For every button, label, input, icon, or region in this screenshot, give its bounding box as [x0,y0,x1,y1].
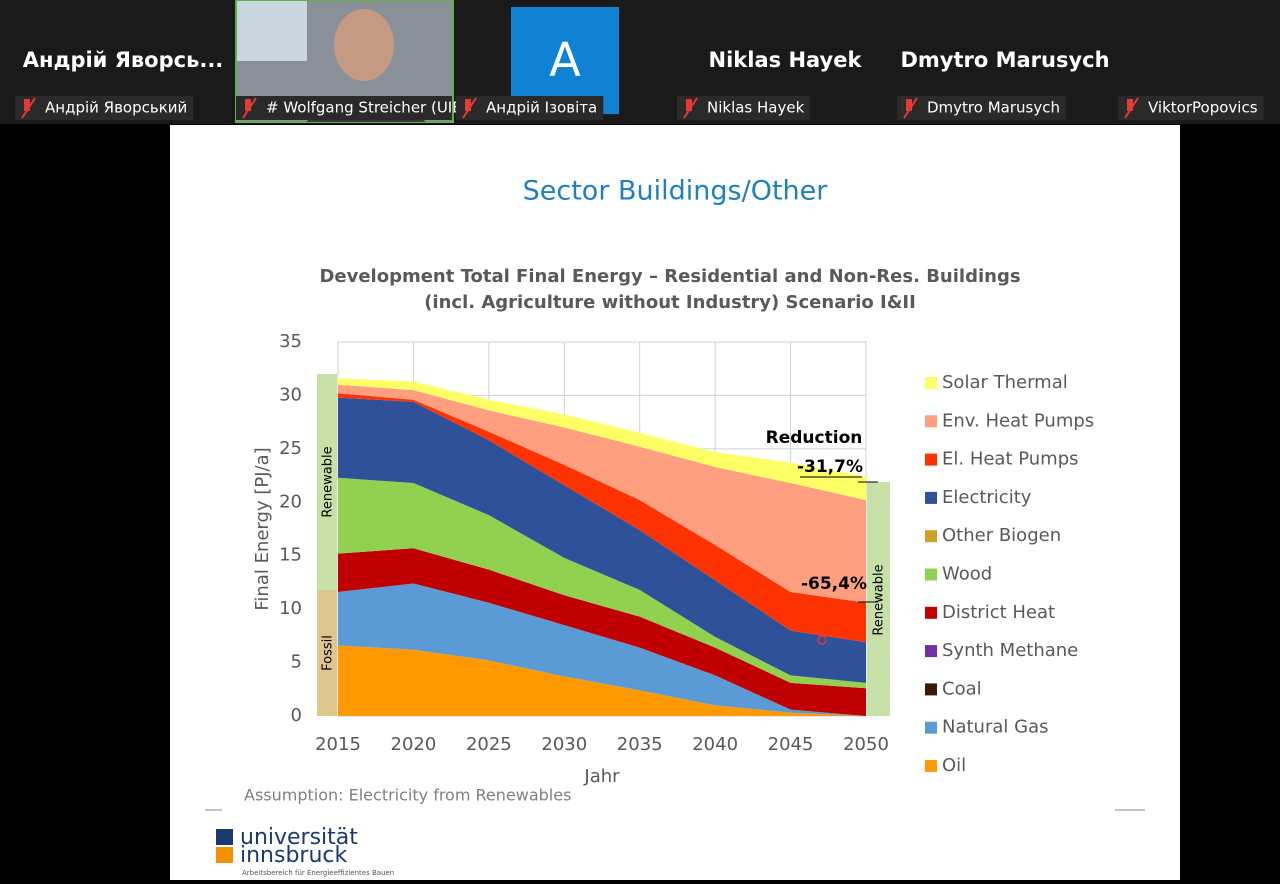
x-axis-label: Jahr [583,766,620,787]
slide-title: Sector Buildings/Other [523,176,829,207]
area [338,384,866,603]
legend-label: Solar Thermal [942,372,1068,393]
legend-label: Other Biogen [942,525,1061,546]
x-tick-label: 2015 [315,734,361,755]
legend-swatch [925,760,937,772]
area [338,548,866,716]
legend-label: Synth Methane [942,640,1078,661]
note: Assumption: Electricity from Renewables [244,786,571,805]
participant-label: Dmytro Marusych [927,99,1060,117]
logo-mark [216,847,233,863]
y-axis-label: Final Energy [PJ/a] [252,447,273,610]
participant-label: Niklas Hayek [707,99,805,117]
x-tick-label: 2050 [843,734,889,755]
side-label: Fossil [321,635,336,671]
legend-label: Coal [942,678,982,699]
mute-icon [683,97,698,119]
y-tick-label: 30 [279,384,302,405]
label-bg [897,96,1066,120]
logo-mark [216,829,233,845]
legend-swatch [925,645,937,658]
participant-label: # Wolfgang Streicher (UIB... [266,99,477,117]
label-bg [456,96,604,120]
fossil-bar [317,590,337,716]
legend-label: Env. Heat Pumps [942,410,1094,431]
video-bg [237,1,307,61]
area [338,583,866,716]
mute-icon [462,97,477,119]
y-tick-label: 0 [291,705,302,726]
y-tick-label: 25 [279,438,302,459]
y-tick-label: 20 [279,491,302,512]
legend-swatch [925,415,937,428]
renewable-bar [317,374,337,590]
chart-title: (incl. Agriculture without Industry) Sce… [424,292,916,313]
tile-name: Niklas Hayek [709,48,863,72]
x-tick-label: 2030 [541,734,587,755]
side-label: Renewable [872,564,887,635]
pointer [817,635,827,645]
tile-name: Dmytro Marusych [900,48,1109,72]
mute-icon [21,97,36,119]
legend-label: Oil [942,755,966,776]
logo-text: universität [240,825,358,850]
avatar-letter: A [549,33,581,87]
mute-icon [903,97,918,119]
legend-swatch [925,453,937,466]
annotation: -31,7% [797,457,863,477]
person [334,9,394,81]
x-tick-label: 2020 [391,734,437,755]
participant-label: Андрій Яворський [45,99,187,117]
mute-icon [1124,97,1139,119]
side-label: Renewable [321,446,336,517]
y-tick-label: 5 [291,652,302,673]
annotation: Reduction [766,428,863,448]
tiles: Андрій Яворсь... Андрій Яворський # Wolfga… [15,0,1264,123]
y-tick-label: 10 [279,598,302,619]
x-tick-label: 2045 [768,734,814,755]
legend-label: District Heat [942,602,1055,623]
label-bg [15,96,194,120]
participant-label: ViktorPopovics [1148,99,1258,117]
legend-swatch [925,491,937,504]
x-tick-label: 2025 [466,734,512,755]
annotation: -65,4% [801,574,867,594]
legend-swatch [925,721,937,734]
legend-label: El. Heat Pumps [942,449,1079,470]
chart-title: Development Total Final Energy – Residen… [319,266,1020,287]
x-tick-label: 2040 [692,734,738,755]
legend-swatch [925,377,937,389]
mute-icon [242,97,257,119]
label-bg [1118,96,1264,120]
tile-name: Андрій Яворсь... [23,48,224,72]
area [338,378,866,501]
participant-bar [0,0,1280,124]
x-tick-label: 2035 [617,734,663,755]
area [338,477,866,689]
area [338,397,866,683]
legend-swatch [925,568,937,581]
area [338,393,866,643]
label-bg [677,96,811,120]
renewable-bar [867,482,890,716]
legend-swatch [925,683,937,696]
legend-swatch [925,606,937,619]
legend-swatch [925,530,937,543]
legend-label: Natural Gas [942,717,1048,738]
legend-label: Wood [942,564,992,585]
logo-sub: Arbeitsbereich für Energieeffizientes Ba… [242,869,394,877]
logo-text: innsbruck [240,843,348,868]
area [338,645,866,716]
y-tick-label: 35 [279,331,302,352]
participant-label: Андрій Ізовіта [486,99,597,117]
label-bg [236,96,452,120]
y-tick-label: 15 [279,545,302,566]
legend-label: Electricity [942,487,1032,508]
